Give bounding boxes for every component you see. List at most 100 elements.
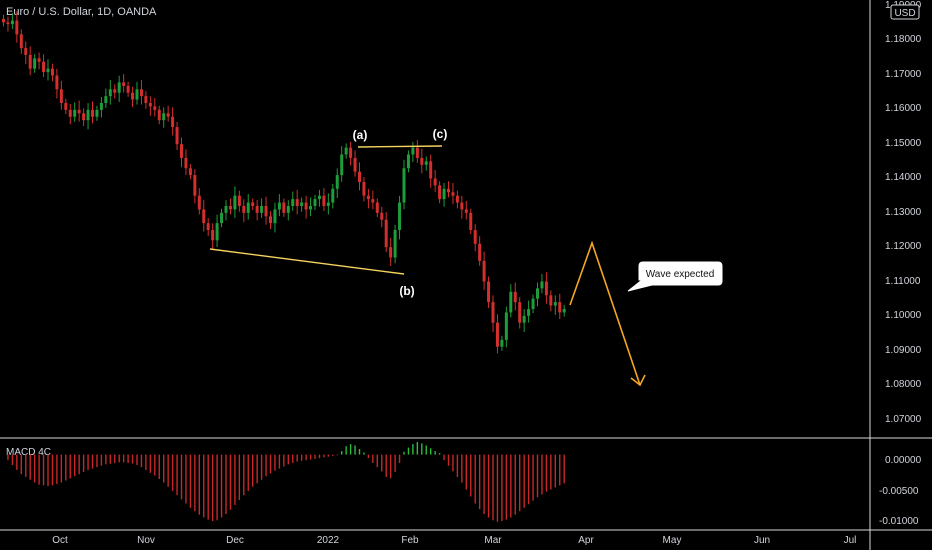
candle (286, 200, 290, 221)
candle-body (55, 75, 59, 90)
candle-body (331, 188, 335, 203)
macd-histogram[interactable] (4, 442, 565, 522)
candlestick-series[interactable] (2, 11, 566, 354)
candle-body (33, 58, 37, 69)
time-label: May (663, 535, 682, 546)
candle-body (518, 302, 522, 323)
candle-body (117, 82, 121, 93)
candle-body (166, 113, 170, 117)
candle-body (509, 291, 513, 313)
candle (349, 141, 353, 166)
candle (122, 73, 126, 93)
trendline-a-c[interactable] (357, 145, 443, 148)
symbol-title[interactable]: Euro / U.S. Dollar, 1D, OANDA (6, 6, 157, 18)
candle (504, 306, 508, 348)
candle-body (197, 195, 201, 210)
time-label: Oct (52, 535, 68, 546)
time-axis[interactable]: Oct Nov Dec 2022 Feb Mar Apr May Jun Jul (52, 535, 856, 546)
candle-body (460, 202, 464, 210)
candle (375, 198, 379, 217)
candle-body (304, 202, 308, 210)
candle (193, 169, 197, 204)
candle-body (59, 89, 63, 103)
candle-body (562, 308, 566, 313)
price-tick: 1.13000 (885, 207, 922, 218)
candle (202, 200, 206, 232)
candle (50, 63, 54, 82)
candle-body (148, 102, 152, 107)
candle-body (491, 302, 495, 323)
wave-label-a[interactable]: (a) (353, 128, 368, 142)
candle-body (549, 295, 553, 306)
wave-label-c[interactable]: (c) (433, 127, 448, 141)
price-axis[interactable]: 1.18000 1.17000 1.16000 1.15000 1.14000 … (885, 34, 922, 425)
candle (166, 105, 170, 122)
candle (464, 201, 468, 220)
candle-body (358, 171, 361, 182)
candle (473, 224, 477, 252)
candle (211, 223, 215, 250)
projection-path[interactable] (569, 240, 641, 386)
candle-body (153, 106, 157, 110)
candle-body (264, 205, 268, 217)
callout-text: Wave expected (646, 269, 715, 280)
candle (86, 103, 90, 130)
wave-label-b[interactable]: (b) (399, 284, 414, 298)
candle (157, 105, 161, 125)
candle (447, 181, 450, 198)
candle (148, 96, 152, 116)
candle (358, 162, 361, 191)
macd-axis[interactable]: 0.00000 -0.00500 -0.01000 (879, 455, 922, 527)
candle (309, 197, 313, 217)
candle-body (531, 298, 535, 309)
wave-expected-callout[interactable]: Wave expected (627, 261, 723, 292)
candle (108, 79, 112, 105)
candle-body (260, 205, 264, 213)
candle (269, 211, 272, 229)
candle-body (447, 188, 450, 193)
candle (389, 237, 393, 266)
candle (402, 159, 406, 210)
candle (353, 150, 357, 177)
candle (233, 186, 237, 218)
candle (411, 141, 415, 163)
candle-body (309, 205, 313, 210)
candle (500, 335, 504, 351)
candle (313, 194, 317, 211)
candle-body (82, 113, 86, 121)
candle-body (273, 209, 277, 224)
candle (33, 54, 37, 73)
candle-body (24, 48, 28, 55)
candle (380, 207, 384, 228)
candle-body (513, 291, 517, 303)
candle-body (406, 154, 410, 169)
candle-body (420, 157, 424, 165)
candle (344, 143, 348, 159)
candle (469, 208, 473, 235)
candle (527, 300, 531, 323)
candle (37, 52, 41, 70)
candle-body (122, 82, 126, 86)
candle (509, 284, 513, 318)
candle (251, 198, 255, 211)
candle-body (224, 205, 228, 213)
candle-body (380, 212, 384, 220)
candle (46, 59, 50, 81)
candle (59, 80, 63, 110)
time-label: Apr (578, 535, 594, 546)
candle-body (269, 216, 272, 224)
macd-title[interactable]: MACD 4C (6, 447, 51, 458)
candle (171, 107, 175, 136)
candle-body (300, 202, 304, 206)
candle-body (220, 212, 224, 224)
trendline-lows[interactable] (209, 248, 405, 275)
candle (126, 81, 130, 97)
currency-badge[interactable] (890, 4, 920, 20)
candle-body (2, 18, 5, 23)
candle-body (277, 202, 281, 210)
price-tick: 1.16000 (885, 103, 922, 114)
candle (220, 208, 224, 228)
candle-body (28, 54, 32, 69)
candle-body (473, 230, 477, 244)
